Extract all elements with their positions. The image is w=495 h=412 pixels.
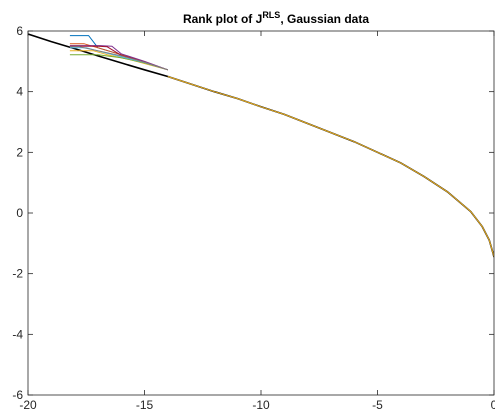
x-tick-label: -20 — [19, 398, 37, 412]
reference-line — [28, 33, 494, 258]
series-line-9 — [167, 76, 494, 258]
y-tick-label: -6 — [12, 388, 23, 402]
chart-title-superscript: RLS — [262, 10, 280, 20]
x-tick-label: -10 — [252, 398, 270, 412]
x-tick-label: 0 — [491, 398, 495, 412]
axes-box — [27, 30, 495, 396]
y-tick-label: 2 — [16, 145, 23, 159]
y-tick-label: 0 — [16, 206, 23, 220]
y-tick-label: 6 — [16, 24, 23, 38]
y-tick-label: 4 — [16, 85, 23, 99]
series-line-4 — [69, 45, 168, 71]
series-line-8 — [69, 46, 168, 71]
y-tick-label: -2 — [12, 267, 23, 281]
plot-area — [28, 33, 494, 258]
chart-title: Rank plot of JRLS, Gaussian data — [183, 10, 369, 26]
x-tick-label: -5 — [372, 398, 383, 412]
x-tick-label: -15 — [136, 398, 154, 412]
y-tick-label: -4 — [12, 327, 23, 341]
